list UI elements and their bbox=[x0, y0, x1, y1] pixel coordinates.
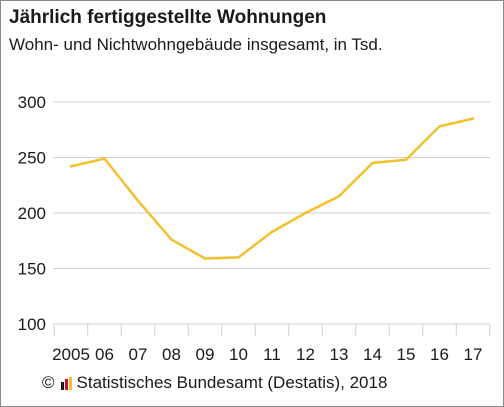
data-point bbox=[471, 117, 475, 120]
data-point bbox=[304, 211, 307, 215]
data-point bbox=[136, 199, 140, 202]
data-point bbox=[270, 230, 274, 234]
x-tick-label: 08 bbox=[162, 345, 181, 364]
data-series bbox=[69, 117, 475, 260]
chart-title: Jährlich fertiggestellte Wohnungen bbox=[9, 7, 327, 28]
x-tick-label: 10 bbox=[229, 345, 248, 364]
y-tick-label: 250 bbox=[18, 149, 46, 168]
x-tick-label: 13 bbox=[330, 345, 349, 364]
y-tick-label: 200 bbox=[18, 204, 46, 223]
x-tick-label: 2005 bbox=[52, 345, 90, 364]
chart-subtitle: Wohn- und Nichtwohngebäude insgesamt, in… bbox=[9, 35, 383, 54]
data-point bbox=[371, 161, 374, 165]
destatis-logo-icon bbox=[60, 376, 73, 390]
data-point bbox=[337, 195, 341, 198]
source-note: © Statistisches Bundesamt (Destatis), 20… bbox=[42, 373, 387, 393]
x-tick-label: 06 bbox=[95, 345, 114, 364]
x-tick-label: 16 bbox=[430, 345, 449, 364]
data-point bbox=[103, 157, 106, 160]
y-tick-label: 100 bbox=[18, 315, 46, 334]
y-axis-tick-labels: 100 150 200 250 300 bbox=[18, 93, 46, 334]
x-tick-label: 15 bbox=[397, 345, 416, 364]
gridlines bbox=[53, 101, 491, 336]
series-line bbox=[69, 117, 475, 260]
x-axis-tick-labels: 2005 06 07 08 09 10 11 12 13 14 15 16 17 bbox=[52, 345, 482, 364]
x-tick-label: 11 bbox=[263, 345, 281, 364]
y-tick-label: 300 bbox=[18, 93, 46, 112]
copyright-symbol: © bbox=[42, 373, 55, 392]
x-tick-label: 12 bbox=[296, 345, 315, 364]
data-point bbox=[404, 158, 408, 161]
source-text: Statistisches Bundesamt (Destatis), 2018 bbox=[76, 373, 388, 392]
y-tick-label: 150 bbox=[18, 260, 46, 279]
data-point bbox=[170, 238, 173, 241]
x-tick-label: 09 bbox=[196, 345, 215, 364]
data-point bbox=[438, 125, 441, 128]
x-tick-label: 14 bbox=[363, 345, 382, 364]
data-point bbox=[69, 165, 73, 168]
data-point bbox=[203, 257, 207, 260]
x-tick-label: 17 bbox=[464, 345, 483, 364]
x-tick-label: 07 bbox=[129, 345, 148, 364]
data-point bbox=[237, 256, 240, 259]
